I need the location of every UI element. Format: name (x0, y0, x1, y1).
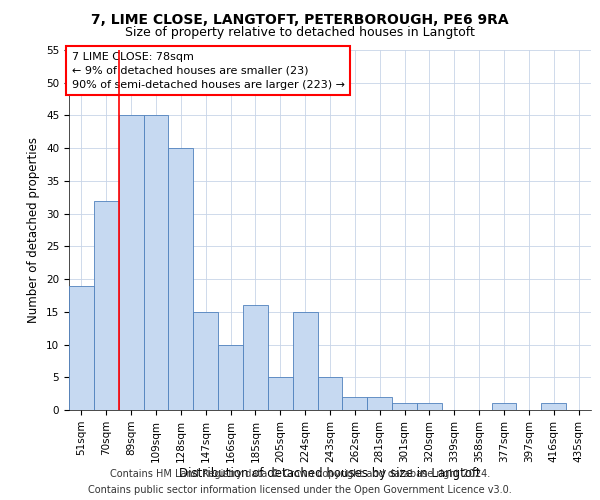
Text: Size of property relative to detached houses in Langtoft: Size of property relative to detached ho… (125, 26, 475, 39)
Bar (293, 312, 317, 410)
Text: 7 LIME CLOSE: 78sqm
← 9% of detached houses are smaller (23)
90% of semi-detache: 7 LIME CLOSE: 78sqm ← 9% of detached hou… (71, 52, 344, 90)
Bar (268, 378, 293, 410)
Text: Contains public sector information licensed under the Open Government Licence v3: Contains public sector information licen… (88, 485, 512, 495)
Bar (94, 200, 119, 410)
Text: Contains HM Land Registry data © Crown copyright and database right 2024.: Contains HM Land Registry data © Crown c… (110, 469, 490, 479)
Bar (243, 306, 268, 410)
Bar (392, 404, 417, 410)
Bar (343, 397, 367, 410)
Text: 7, LIME CLOSE, LANGTOFT, PETERBOROUGH, PE6 9RA: 7, LIME CLOSE, LANGTOFT, PETERBOROUGH, P… (91, 12, 509, 26)
Bar (367, 397, 392, 410)
Bar (491, 404, 517, 410)
Bar (69, 286, 94, 410)
Bar (143, 116, 169, 410)
X-axis label: Distribution of detached houses by size in Langtoft: Distribution of detached houses by size … (179, 468, 481, 480)
Y-axis label: Number of detached properties: Number of detached properties (28, 137, 40, 323)
Bar (193, 312, 218, 410)
Bar (218, 344, 243, 410)
Bar (169, 148, 193, 410)
Bar (417, 404, 442, 410)
Bar (119, 116, 143, 410)
Bar (541, 404, 566, 410)
Bar (317, 378, 343, 410)
